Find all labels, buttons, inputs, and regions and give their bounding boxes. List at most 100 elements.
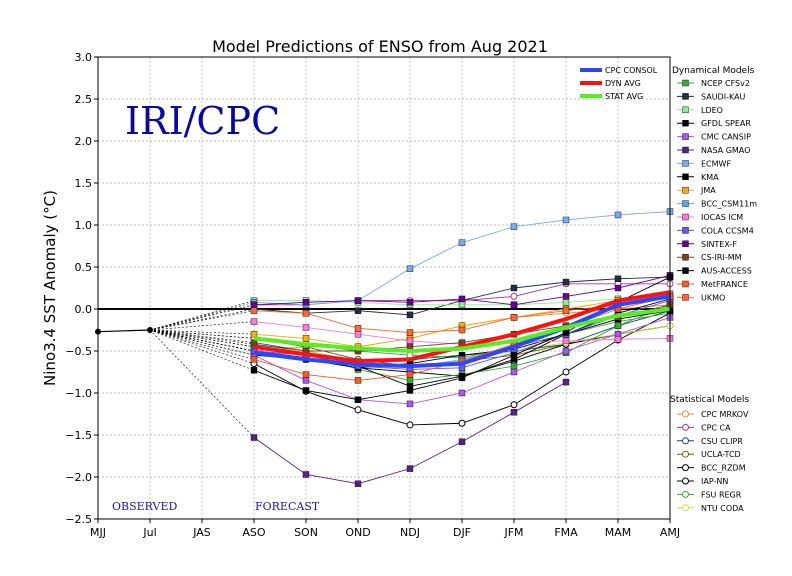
data-point [250,434,258,441]
observed-connector [149,321,255,331]
x-tick-label: Jul [142,526,156,539]
legend-label: CPC MRKOV [701,410,749,419]
x-tick-label: JFM [503,526,523,539]
legend-label: BCC_CSM11m [701,200,757,209]
data-point [302,471,310,478]
legend-swatch-marker [682,280,689,288]
observed-connector [149,329,255,335]
legend-label: GFDL SPEAR [701,119,751,128]
legend-swatch-marker [682,477,689,485]
plot-series [95,208,674,487]
legend-label: SINTEX-F [701,240,737,249]
x-tick-label: OND [345,526,370,539]
legend-label: BCC_RZDM [701,464,746,473]
legend-label: NCEP CFSv2 [701,79,750,88]
legend-label: LDEO [701,106,723,115]
data-point [510,284,518,292]
legend-label: UKMO [701,293,725,302]
observed-connector [149,329,255,343]
observed-connector [149,329,255,438]
legend-label: STAT AVG [605,92,643,101]
legend-label: CMC CANSIP [701,133,751,142]
legend-swatch-marker [682,119,689,127]
legend-label: FSU REGR [701,490,742,499]
legend-swatch-marker [682,450,689,458]
legend-swatch-marker [682,294,689,301]
data-point [354,396,362,403]
consensus-legend: CPC CONSOL DYN AVG STAT AVG [580,66,658,101]
legend-swatch-marker [682,240,689,248]
legend-label: UCLA-TCD [701,450,741,459]
legend-swatch-marker [682,504,689,512]
legend-label: CPC CONSOL [605,66,658,75]
data-point [302,377,310,384]
legend-label: IAP-NN [701,477,728,486]
data-point [406,400,414,408]
legend-label: KMA [701,173,719,182]
data-point [562,307,570,314]
chart-title: Model Predictions of ENSO from Aug 2021 [212,37,548,56]
data-point [406,337,414,345]
observed-series [95,327,153,335]
data-point [510,223,518,230]
data-point [562,299,570,306]
data-point [354,325,362,332]
legend-swatch-marker [682,213,689,221]
y-tick-label: 1.5 [75,177,93,190]
data-point [458,419,466,427]
plot-frame [97,56,671,520]
data-point [562,216,570,224]
data-point [562,278,570,286]
data-point [302,299,310,306]
data-point [510,292,518,300]
data-point [250,356,258,363]
data-point [562,368,570,376]
data-point [406,371,414,378]
series-line [253,304,619,333]
legend-swatch-marker [682,79,689,87]
legend-label: AUS-ACCESS [701,267,752,276]
dynamical-series-nasa-gmao [149,329,570,487]
data-point [510,352,518,359]
forecast-label: FORECAST [255,500,320,513]
legend-swatch-marker [682,490,689,498]
observed-connector [149,329,255,371]
legend-label: NTU CODA [701,504,744,513]
data-point [458,295,466,303]
data-point [406,377,414,384]
y-tick-label: 0.5 [75,261,93,274]
statistical-legend: CPC MRKOV CPC CA CSU CLIPR UCLA-TCD BCC_RZDM… [677,410,749,513]
data-point [302,387,310,394]
iri-cpc-watermark: IRI/CPC [125,99,280,143]
y-tick-label: 3.0 [75,51,93,64]
data-point [614,284,622,292]
observed-connector [149,329,255,356]
observed-line [97,329,151,333]
y-tick-label: 2.0 [75,135,93,148]
data-point [354,307,362,314]
x-tick-label: FMA [554,526,578,539]
x-tick-label: MAM [605,526,632,539]
legend-swatch-marker [682,93,689,100]
x-tick-label: AMJ [660,526,680,539]
x-tick-label: MJJ [90,526,106,539]
data-point [302,371,310,378]
x-axis-ticks: MJJ Jul JAS ASO SON OND NDJ DJF JFM FMA MAM AMJ [90,519,680,539]
data-point [458,389,466,397]
statistical-legend-title: Statistical Models [670,395,749,405]
x-tick-label: SON [294,526,318,539]
consensus-series-stat-avg [253,307,671,353]
dynamical-legend: NCEP CFSv2 SAUDI-KAU LDEO GFDL SPEAR CMC CAN… [677,79,757,302]
legend-label: NASA GMAO [701,146,750,155]
data-point [250,307,258,314]
data-point [406,299,414,306]
y-tick-label: −1.0 [65,387,92,400]
legend-swatch-marker [682,186,689,194]
x-tick-label: ASO [242,526,266,539]
legend-swatch-marker [682,267,689,274]
data-point [614,322,622,329]
data-point [614,275,622,282]
legend-label: CSU CLIPR [701,437,743,446]
data-point [458,374,466,382]
y-tick-label: 0.0 [75,303,93,316]
